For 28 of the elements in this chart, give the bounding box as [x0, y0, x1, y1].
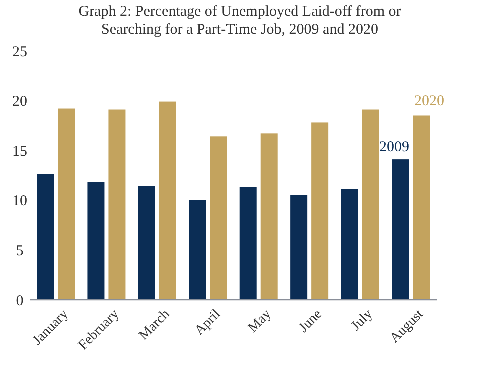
bar [240, 187, 257, 300]
y-tick-label: 25 [12, 44, 28, 60]
bar [159, 102, 176, 300]
bar [392, 160, 409, 300]
bar [341, 189, 358, 300]
bar [58, 108, 75, 300]
y-tick-label: 15 [12, 144, 28, 160]
bar [290, 195, 308, 300]
series-label: 2020 [414, 94, 444, 110]
bar [312, 122, 329, 300]
bar [189, 200, 206, 300]
bar [88, 182, 105, 300]
x-tick-label: July [348, 307, 376, 334]
y-tick-label: 5 [16, 243, 24, 260]
y-tick-label: 10 [12, 194, 28, 210]
bar [138, 186, 156, 300]
bar [413, 116, 430, 300]
x-tick-label: June [296, 307, 326, 336]
bar [210, 136, 228, 300]
y-tick-label: 0 [16, 293, 24, 310]
bar [260, 134, 278, 300]
series-label: 2009 [380, 140, 410, 156]
bar [108, 110, 126, 300]
chart-title: Graph 2: Percentage of Unemployed Laid-off from or Searching for a Part-Time Job, 2009 and 2020 [78, 4, 402, 38]
x-tick-label: May [246, 307, 275, 336]
y-tick-label: 20 [12, 94, 28, 110]
bar [362, 110, 380, 300]
bar [37, 174, 54, 300]
